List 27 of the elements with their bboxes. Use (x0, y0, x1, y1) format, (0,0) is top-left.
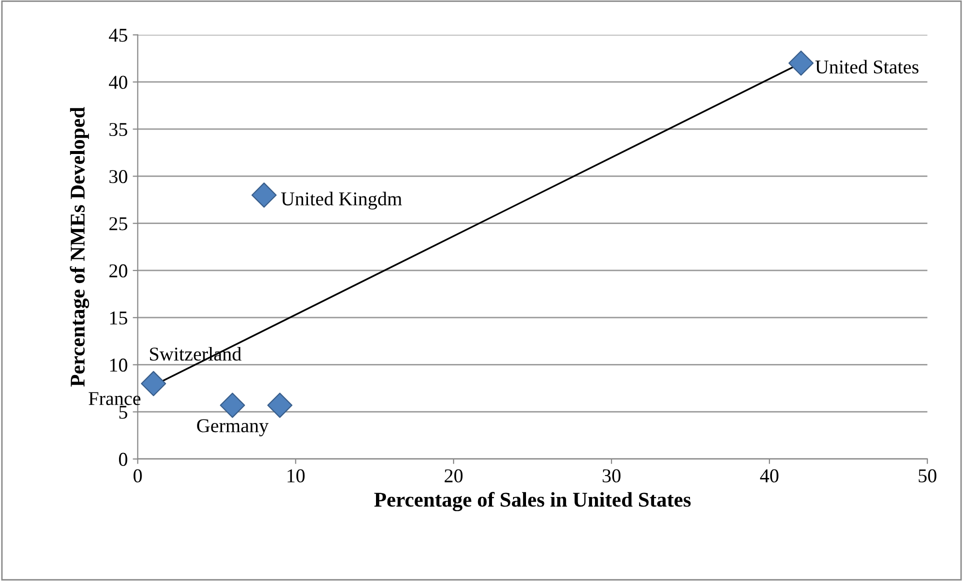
y-tick-label: 20 (109, 264, 128, 278)
point (788, 50, 814, 76)
x-tick-label: 30 (602, 469, 620, 482)
y-tick-label: 0 (119, 452, 128, 466)
y-tick-label: 5 (119, 406, 128, 419)
x-tick-label: 20 (444, 469, 463, 482)
annotation: United States (815, 60, 918, 74)
point (140, 371, 166, 396)
y-tick-label: 15 (110, 312, 128, 325)
annotation: France (88, 392, 140, 406)
annotation: Germany (197, 419, 269, 436)
y-tick-label: 30 (109, 170, 128, 184)
y-tick-label: 40 (108, 76, 128, 89)
y-tick-label: 25 (109, 217, 128, 230)
x-axis-title: Percentage of Sales in United States (374, 492, 691, 512)
x-tick-label: 40 (760, 469, 778, 482)
y-axis-title: Percentage of NMEs Developed (70, 107, 90, 387)
point (251, 182, 277, 208)
x-tick-label: 10 (288, 469, 305, 482)
y-tick-label: 10 (110, 358, 128, 372)
y-tick-label: 35 (109, 122, 128, 136)
x-tick-label: 0 (134, 469, 142, 482)
x-tick-label: 50 (918, 469, 936, 482)
annotation: United Kingdm (281, 192, 402, 210)
point (220, 392, 246, 418)
y-tick-label: 45 (108, 28, 128, 42)
point (267, 392, 292, 418)
